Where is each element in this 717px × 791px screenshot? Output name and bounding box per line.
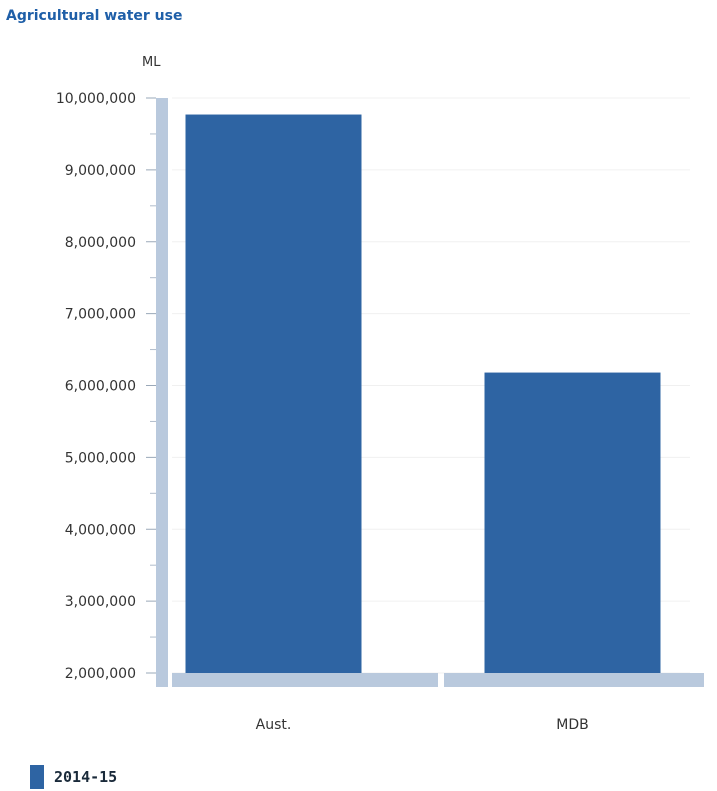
- legend: 2014-15: [30, 764, 117, 790]
- y-tick-label: 4,000,000: [65, 522, 136, 538]
- bar-aust: [185, 114, 362, 673]
- legend-label: 2014-15: [54, 768, 118, 786]
- y-tick-label: 2,000,000: [65, 666, 136, 682]
- y-tick-label: 9,000,000: [65, 163, 136, 179]
- y-tick-label: 6,000,000: [65, 379, 136, 395]
- y-tick-label: 5,000,000: [65, 450, 136, 466]
- y-tick-label: 8,000,000: [65, 235, 136, 251]
- legend-swatch: [30, 765, 44, 789]
- y-axis-unit-label: ML: [142, 55, 161, 70]
- bar-mdb: [484, 372, 661, 673]
- chart-title: Agricultural water use: [6, 8, 183, 24]
- y-axis-band: [156, 98, 168, 687]
- y-tick-label: 10,000,000: [56, 91, 136, 107]
- x-axis-band-left: [172, 673, 438, 687]
- y-tick-label: 7,000,000: [65, 307, 136, 323]
- bars: [185, 114, 661, 673]
- x-category-label: Aust.: [256, 717, 292, 733]
- axes: [146, 97, 704, 687]
- axis-labels: ML 2,000,000 3,000,000 4,000,000 5,000,000 6,…: [56, 55, 589, 733]
- bar-chart: ML 2,000,000 3,000,000 4,000,000 5,000,000 6,…: [56, 55, 704, 733]
- x-category-label: MDB: [556, 717, 588, 733]
- x-axis-band-right: [444, 673, 704, 687]
- y-tick-label: 3,000,000: [65, 594, 136, 610]
